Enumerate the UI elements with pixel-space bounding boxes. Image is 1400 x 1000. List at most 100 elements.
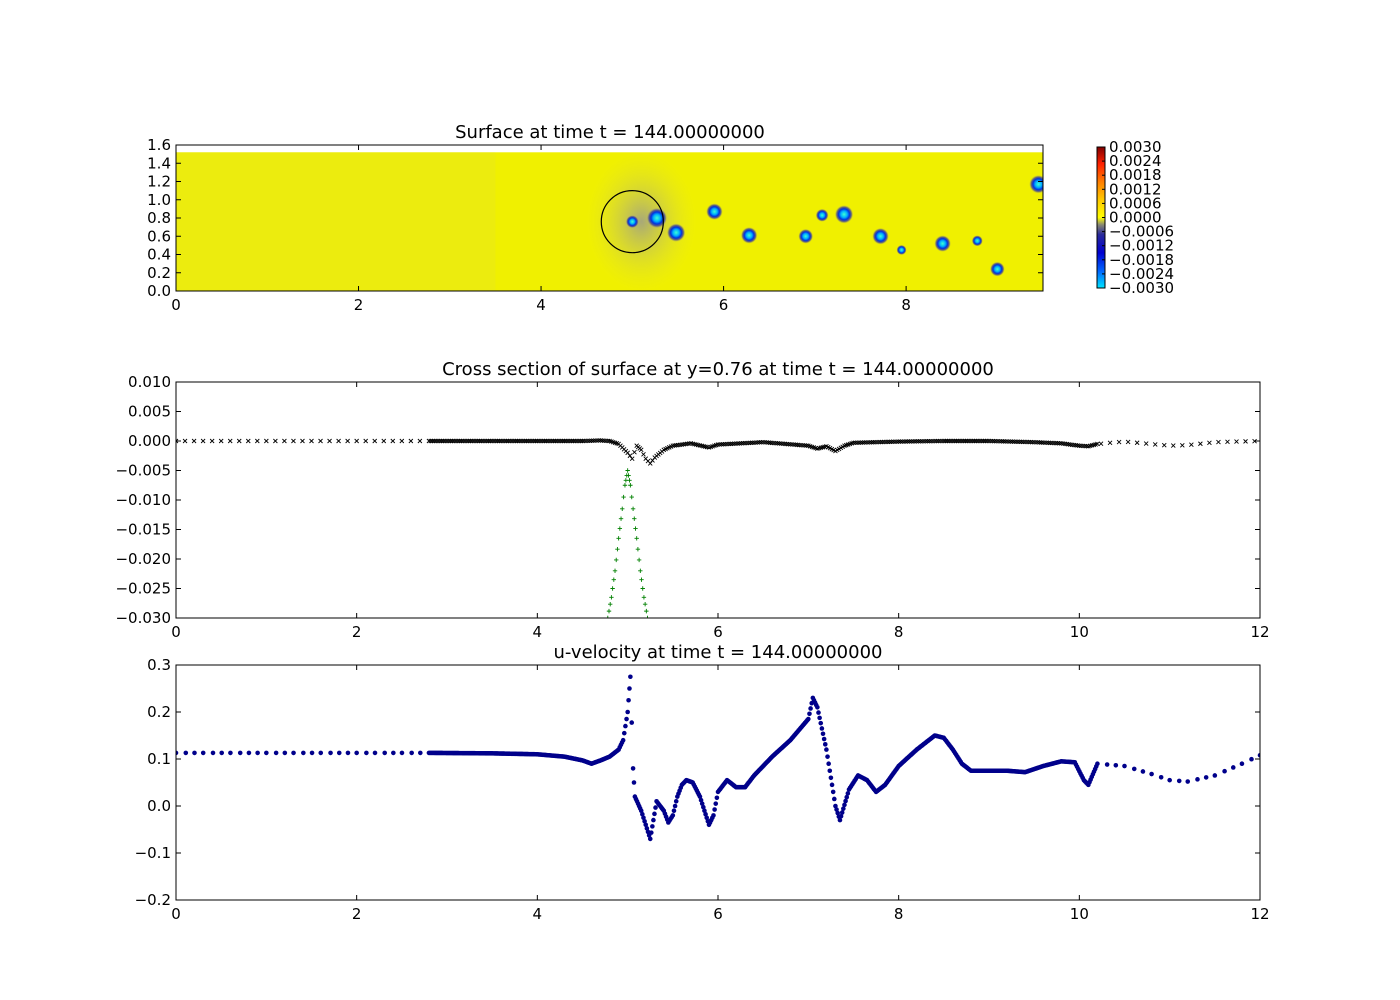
cross-marker xyxy=(1031,439,1037,445)
colorbar-tick-label: 0.0018 xyxy=(1109,166,1162,184)
velocity-point xyxy=(714,795,720,801)
cross-marker xyxy=(798,442,804,448)
velocity-point xyxy=(1131,766,1137,772)
velocity-point xyxy=(291,750,296,756)
cross-marker xyxy=(974,438,979,444)
cross-marker xyxy=(936,438,941,444)
cross-marker xyxy=(1008,439,1013,444)
velocity-point xyxy=(620,737,626,743)
cross-marker xyxy=(446,438,452,444)
plus-marker xyxy=(625,468,630,473)
cross-marker xyxy=(1080,443,1086,449)
y-tick-label: −0.005 xyxy=(115,462,171,480)
cross-marker xyxy=(578,438,584,444)
cross-marker xyxy=(381,438,387,444)
velocity-point xyxy=(698,797,704,803)
cross-marker xyxy=(784,441,789,447)
cross-marker xyxy=(856,440,862,445)
cross-marker xyxy=(908,439,914,444)
cross-marker xyxy=(735,441,741,446)
velocity-point xyxy=(1195,777,1200,782)
colorbar-tick-label: 0.0000 xyxy=(1109,209,1162,227)
cross-marker xyxy=(1152,442,1158,447)
velocity-point xyxy=(626,697,631,703)
velocity-point xyxy=(712,807,717,812)
cross-marker xyxy=(796,442,802,448)
plus-marker xyxy=(639,577,644,582)
cross-marker xyxy=(1013,439,1019,445)
velocity-point xyxy=(703,811,708,817)
cross-marker xyxy=(585,438,591,444)
cross-marker xyxy=(448,438,453,444)
u-velocity-plot-area: 0 2 4 6 8 10 12 0.3 0.2 0.1 0.0 −0.1 −0.2 xyxy=(135,656,1270,923)
plus-marker xyxy=(642,602,648,607)
cross-marker xyxy=(509,438,515,444)
cross-marker xyxy=(997,438,1003,444)
cross-marker xyxy=(182,438,188,444)
cross-marker xyxy=(722,441,728,447)
cross-marker xyxy=(227,438,233,444)
cross-marker xyxy=(300,438,305,444)
cross-section-panel: Cross section of surface at y=0.76 at ti… xyxy=(115,359,1269,641)
cross-marker xyxy=(571,438,576,444)
cross-section-title: Cross section of surface at y=0.76 at ti… xyxy=(442,359,994,380)
cross-marker xyxy=(542,438,547,444)
x-tick-label: 6 xyxy=(713,623,723,641)
cross-marker xyxy=(950,438,956,444)
cross-marker xyxy=(945,438,950,444)
cross-marker xyxy=(1107,440,1113,446)
x-tick-label: 10 xyxy=(1070,905,1089,923)
cross-marker xyxy=(491,438,497,444)
cross-marker xyxy=(988,438,994,444)
cross-marker xyxy=(919,438,925,444)
cross-marker xyxy=(766,440,771,445)
cross-marker xyxy=(952,438,957,444)
cross-marker xyxy=(513,438,518,444)
cross-marker xyxy=(1017,439,1023,445)
cross-marker xyxy=(800,442,806,448)
velocity-point xyxy=(844,794,850,800)
y-tick-label: 0.005 xyxy=(128,403,171,421)
cross-marker xyxy=(511,438,517,444)
x-tick-label: 2 xyxy=(352,623,362,641)
velocity-point xyxy=(309,750,315,756)
cross-marker xyxy=(1252,438,1257,444)
x-tick-label: 12 xyxy=(1250,623,1269,641)
cross-marker xyxy=(466,438,471,444)
cross-marker xyxy=(999,439,1004,444)
vortex-blob xyxy=(990,261,1005,277)
cross-marker xyxy=(529,438,535,444)
cross-marker xyxy=(553,438,558,444)
cross-marker xyxy=(965,438,970,444)
x-tick-label: 6 xyxy=(713,905,723,923)
x-tick-label: 4 xyxy=(533,623,543,641)
cross-marker xyxy=(390,438,396,444)
cross-marker xyxy=(572,438,578,444)
cross-marker xyxy=(860,440,865,445)
cross-marker xyxy=(793,442,799,448)
cross-marker xyxy=(426,438,432,444)
cross-marker xyxy=(598,438,603,443)
y-tick-label: 0.0 xyxy=(147,282,171,300)
cross-marker xyxy=(1022,439,1028,445)
cross-marker xyxy=(778,441,784,446)
cross-marker xyxy=(176,438,179,444)
colorbar-tick-label: −0.0012 xyxy=(1109,237,1174,255)
cross-marker xyxy=(493,438,499,444)
cross-marker xyxy=(603,438,609,444)
velocity-point xyxy=(301,750,306,756)
cross-marker xyxy=(786,441,791,447)
cross-marker xyxy=(975,438,981,444)
plus-marker xyxy=(633,526,638,531)
u-velocity-panel: u-velocity at time t = 144.00000000 0 2 4 6… xyxy=(135,642,1270,923)
cross-marker xyxy=(751,440,757,445)
velocity-point xyxy=(345,750,351,756)
y-tick-label: −0.015 xyxy=(115,521,171,539)
cross-marker xyxy=(746,440,752,446)
cross-marker xyxy=(780,441,786,447)
velocity-point xyxy=(829,782,835,788)
colorbar-tick-label: 0.0024 xyxy=(1109,152,1162,170)
velocity-point xyxy=(835,810,840,816)
cross-marker xyxy=(867,440,873,445)
cross-marker xyxy=(865,440,871,445)
